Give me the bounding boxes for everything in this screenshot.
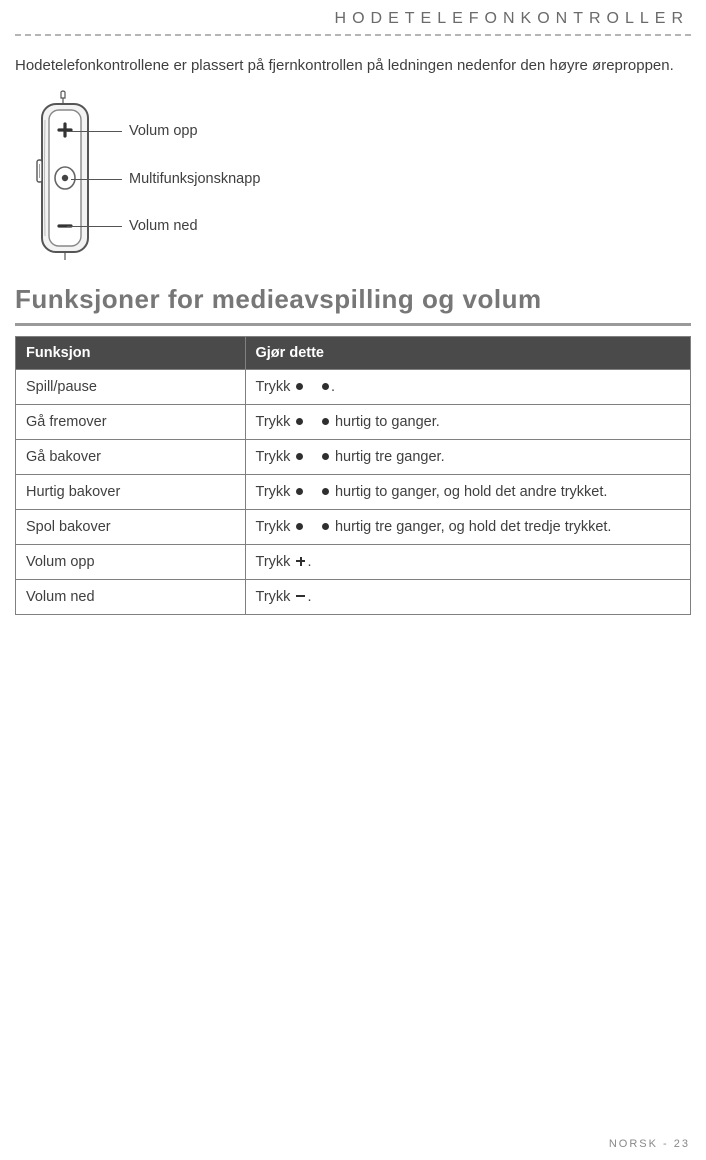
callout-label-voldown: Volum ned (129, 218, 198, 234)
page-header-title: HODETELEFONKONTROLLER (15, 10, 691, 34)
plus-icon (296, 557, 305, 566)
cell-action: Trykk hurtig tre ganger. (245, 440, 691, 475)
remote-illustration (35, 90, 97, 260)
th-function: Funksjon (16, 337, 246, 370)
dot-icon (296, 418, 303, 425)
cell-action: Trykk hurtig to ganger. (245, 405, 691, 440)
dot-icon (322, 453, 329, 460)
callout-line-voldown (67, 226, 122, 227)
cell-function: Hurtig bakover (16, 475, 246, 510)
dot-icon (322, 418, 329, 425)
cell-action: Trykk . (245, 370, 691, 405)
dot-icon (296, 453, 303, 460)
dot-icon (296, 383, 303, 390)
section-divider (15, 323, 691, 326)
header-divider (15, 34, 691, 36)
cell-action: Trykk . (245, 545, 691, 580)
table-row: Gå fremoverTrykk hurtig to ganger. (16, 405, 691, 440)
dot-icon (296, 523, 303, 530)
table-row: Spill/pauseTrykk . (16, 370, 691, 405)
cell-function: Gå fremover (16, 405, 246, 440)
minus-icon (296, 595, 305, 597)
dot-icon (322, 488, 329, 495)
cell-function: Spill/pause (16, 370, 246, 405)
functions-table: Funksjon Gjør dette Spill/pauseTrykk .Gå… (15, 336, 691, 615)
cell-function: Spol bakover (16, 510, 246, 545)
section-title: Funksjoner for medieavspilling og volum (15, 284, 691, 315)
table-row: Volum nedTrykk . (16, 580, 691, 615)
dot-icon (322, 523, 329, 530)
table-row: Hurtig bakoverTrykk hurtig to ganger, og… (16, 475, 691, 510)
cell-function: Gå bakover (16, 440, 246, 475)
intro-text: Hodetelefonkontrollene er plassert på fj… (15, 56, 691, 76)
callout-line-volup (67, 131, 122, 132)
cell-action: Trykk hurtig to ganger, og hold det andr… (245, 475, 691, 510)
cell-function: Volum opp (16, 545, 246, 580)
table-row: Spol bakoverTrykk hurtig tre ganger, og … (16, 510, 691, 545)
callout-line-multi (71, 179, 122, 180)
callout-label-multi: Multifunksjonsknapp (129, 171, 260, 187)
cell-action: Trykk hurtig tre ganger, og hold det tre… (245, 510, 691, 545)
callout-label-volup: Volum opp (129, 123, 198, 139)
dot-icon (296, 488, 303, 495)
table-row: Volum oppTrykk . (16, 545, 691, 580)
dot-icon (322, 383, 329, 390)
cell-function: Volum ned (16, 580, 246, 615)
table-row: Gå bakoverTrykk hurtig tre ganger. (16, 440, 691, 475)
remote-diagram: Volum opp Multifunksjonsknapp Volum ned (15, 90, 691, 270)
page-footer: NORSK - 23 (609, 1138, 690, 1150)
th-action: Gjør dette (245, 337, 691, 370)
cell-action: Trykk . (245, 580, 691, 615)
